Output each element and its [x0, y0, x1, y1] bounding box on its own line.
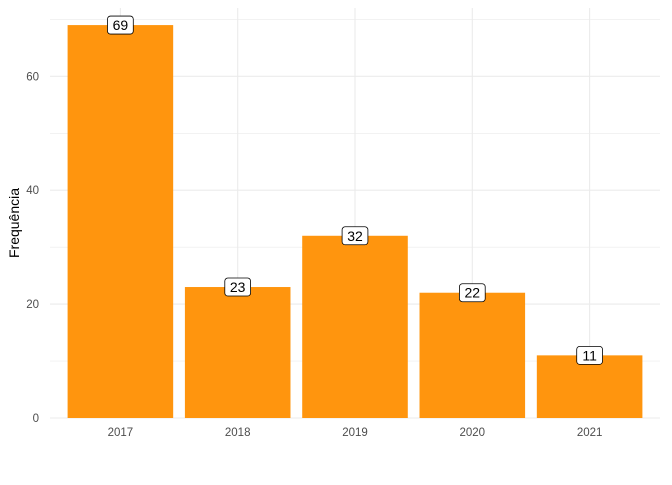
bar-2018	[184, 287, 291, 418]
y-tick-label: 0	[33, 413, 39, 425]
x-tick-label: 2020	[460, 427, 486, 439]
data-label: 11	[582, 347, 597, 363]
y-tick-label: 20	[26, 299, 39, 311]
axis-layer: 0 20 40 60 2017 2018 2019 2020 2021	[26, 71, 602, 439]
data-label: 23	[230, 279, 246, 295]
x-tick-label: 2021	[577, 427, 603, 439]
y-axis-title: Frequência	[6, 188, 22, 258]
y-tick-label: 40	[26, 185, 39, 197]
y-tick-label: 60	[26, 71, 39, 83]
data-label: 22	[465, 285, 481, 301]
data-label-box	[341, 226, 369, 246]
data-label-layer: 69 23 32 22 11	[107, 15, 603, 365]
bar-2019	[302, 235, 408, 418]
data-label-box	[459, 283, 486, 303]
bar-2021	[536, 355, 643, 418]
x-tick-label: 2018	[225, 427, 251, 439]
x-tick-label: 2017	[108, 427, 134, 439]
bar-layer	[67, 25, 643, 418]
bar-2017	[67, 25, 174, 418]
data-label-box	[107, 15, 134, 35]
bar-2020	[419, 292, 526, 418]
data-label: 69	[113, 17, 129, 33]
data-label-box	[224, 277, 251, 297]
x-tick-label: 2019	[342, 427, 368, 439]
data-label-box	[576, 345, 603, 365]
data-label: 32	[347, 228, 363, 244]
